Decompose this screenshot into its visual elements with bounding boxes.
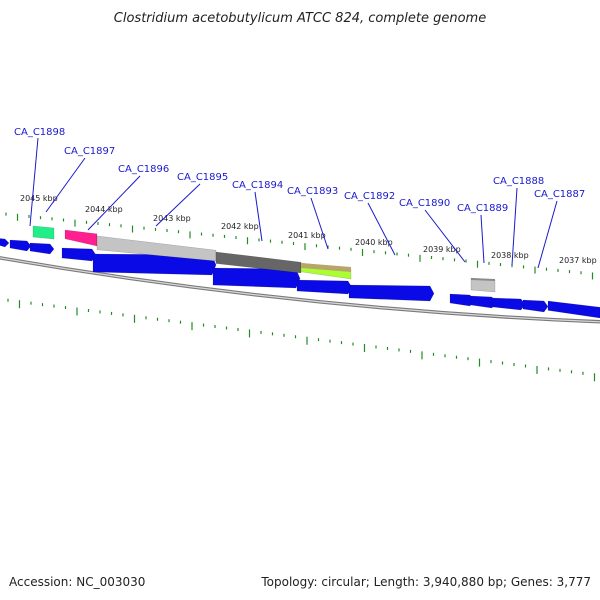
forward-cds-feature — [9, 239, 32, 252]
cds-feature-band — [471, 278, 495, 281]
gene-callout-line — [310, 197, 329, 250]
reverse-rna-feature — [64, 229, 98, 247]
gene-callout-line — [511, 187, 518, 266]
gene-callout-line — [155, 183, 201, 227]
kbp-marker-label: 2038 kbp — [491, 251, 529, 260]
reverse-rna-feature — [547, 300, 600, 319]
gene-label[interactable]: CA_C1892 — [344, 191, 395, 202]
forward-cds-feature — [522, 299, 549, 313]
kbp-marker-label: 2041 kbp — [288, 231, 326, 240]
gene-callout-line — [424, 209, 466, 263]
kbp-marker-label: 2042 kbp — [221, 222, 259, 231]
kbp-marker-label: 2037 kbp — [559, 256, 597, 265]
forward-cds-feature — [296, 279, 353, 295]
accession-text: Accession: NC_003030 — [9, 575, 145, 589]
gene-callout-line — [480, 214, 485, 264]
gene-callout-line — [254, 191, 263, 242]
gene-callout-line — [537, 200, 558, 269]
forward-cds-feature — [470, 295, 497, 309]
gene-label[interactable]: CA_C1890 — [399, 198, 450, 209]
gene-label[interactable]: CA_C1896 — [118, 164, 169, 175]
kbp-scale: 2045 kbp 2044 kbp 2043 kbp 2042 kbp 2041 kbp… — [20, 194, 597, 265]
reverse-cds-feature — [32, 225, 55, 240]
gene-label[interactable]: CA_C1897 — [64, 146, 115, 157]
gene-callout-line — [367, 202, 396, 256]
forward-cds-feature — [61, 247, 97, 262]
gene-callout-line — [45, 157, 86, 213]
gene-callout-line — [87, 175, 141, 231]
backbone — [0, 256, 600, 324]
genome-summary-text: Topology: circular; Length: 3,940,880 bp… — [260, 575, 591, 589]
gene-label[interactable]: CA_C1887 — [534, 189, 585, 200]
outer-tick-ring — [5, 212, 594, 280]
reverse-rna-feature — [215, 251, 302, 274]
forward-cds-feature — [449, 293, 475, 307]
forward-cds-feature — [29, 242, 55, 255]
map-title: Clostridium acetobutylicum ATCC 824, com… — [114, 11, 486, 26]
gene-label[interactable]: CA_C1898 — [14, 127, 65, 138]
inner-tick-ring — [7, 298, 596, 382]
kbp-marker-label: 2044 kbp — [85, 205, 123, 214]
rna-feature-band — [301, 263, 351, 272]
gene-label[interactable]: CA_C1895 — [177, 172, 228, 183]
feature-track — [0, 225, 600, 319]
kbp-marker-label: 2040 kbp — [355, 238, 393, 247]
gene-label[interactable]: CA_C1894 — [232, 180, 283, 191]
kbp-marker-label: 2045 kbp — [20, 194, 58, 203]
gene-label[interactable]: CA_C1893 — [287, 186, 338, 197]
kbp-marker-label: 2043 kbp — [153, 214, 191, 223]
gene-label[interactable]: CA_C1888 — [493, 176, 544, 187]
forward-cds-feature — [0, 238, 10, 248]
gene-label[interactable]: CA_C1889 — [457, 203, 508, 214]
kbp-marker-label: 2039 kbp — [423, 245, 461, 254]
forward-cds-feature — [348, 284, 435, 302]
gene-callout-line — [29, 137, 39, 227]
forward-cds-feature — [492, 297, 526, 311]
